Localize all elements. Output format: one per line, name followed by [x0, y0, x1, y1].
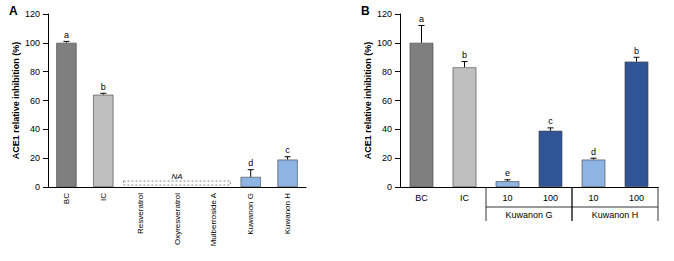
svg-text:Kuwanon H: Kuwanon H	[592, 210, 639, 220]
svg-text:ACE1 relative inhibition (%): ACE1 relative inhibition (%)	[363, 42, 373, 160]
svg-text:60: 60	[30, 96, 40, 106]
svg-text:100: 100	[25, 38, 40, 48]
svg-text:0: 0	[387, 182, 392, 192]
svg-text:c: c	[548, 116, 553, 126]
svg-text:d: d	[248, 158, 253, 168]
svg-text:Kuwanon H: Kuwanon H	[283, 193, 292, 235]
svg-text:BC: BC	[62, 193, 71, 204]
svg-text:B: B	[361, 4, 370, 18]
svg-text:IC: IC	[460, 193, 470, 203]
svg-text:100: 100	[629, 193, 644, 203]
svg-text:80: 80	[382, 67, 392, 77]
svg-text:20: 20	[382, 153, 392, 163]
svg-text:10: 10	[588, 193, 598, 203]
svg-text:c: c	[285, 145, 290, 155]
svg-text:Oxyresveratrol: Oxyresveratrol	[173, 193, 182, 245]
svg-text:10: 10	[502, 193, 512, 203]
svg-text:0: 0	[35, 182, 40, 192]
svg-text:BC: BC	[415, 193, 428, 203]
svg-text:120: 120	[377, 9, 392, 19]
svg-text:b: b	[634, 46, 639, 56]
svg-text:NA: NA	[171, 172, 182, 181]
svg-text:Resveratrol: Resveratrol	[136, 193, 145, 234]
svg-text:b: b	[462, 50, 467, 60]
svg-text:20: 20	[30, 153, 40, 163]
svg-text:a: a	[64, 30, 69, 40]
svg-text:d: d	[591, 147, 596, 157]
svg-text:b: b	[101, 82, 106, 92]
svg-text:120: 120	[25, 9, 40, 19]
svg-text:Mulberroside A: Mulberroside A	[209, 192, 218, 246]
svg-text:A: A	[9, 4, 18, 18]
svg-text:a: a	[419, 14, 424, 24]
svg-text:40: 40	[30, 124, 40, 134]
svg-text:100: 100	[377, 38, 392, 48]
svg-text:40: 40	[382, 124, 392, 134]
svg-text:80: 80	[30, 67, 40, 77]
svg-text:100: 100	[543, 193, 558, 203]
svg-text:e: e	[505, 168, 510, 178]
svg-text:ACE1 relative inhibition (%): ACE1 relative inhibition (%)	[11, 42, 21, 160]
svg-text:IC: IC	[99, 193, 108, 201]
svg-text:Kuwanon G: Kuwanon G	[505, 210, 552, 220]
svg-text:Kuwanon G: Kuwanon G	[246, 193, 255, 235]
svg-text:60: 60	[382, 96, 392, 106]
